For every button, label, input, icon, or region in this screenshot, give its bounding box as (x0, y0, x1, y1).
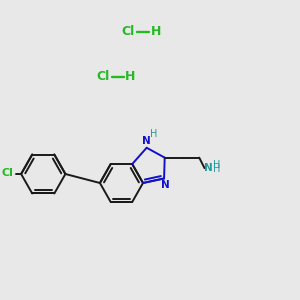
Text: N: N (160, 180, 169, 190)
Text: H: H (150, 129, 157, 140)
Text: N: N (204, 163, 212, 173)
Text: H: H (213, 164, 220, 173)
Text: H: H (213, 160, 220, 170)
Text: H: H (150, 25, 161, 38)
Text: Cl: Cl (2, 167, 14, 178)
Text: N: N (142, 136, 151, 146)
Text: Cl: Cl (96, 70, 110, 83)
Text: Cl: Cl (122, 25, 135, 38)
Text: H: H (125, 70, 136, 83)
